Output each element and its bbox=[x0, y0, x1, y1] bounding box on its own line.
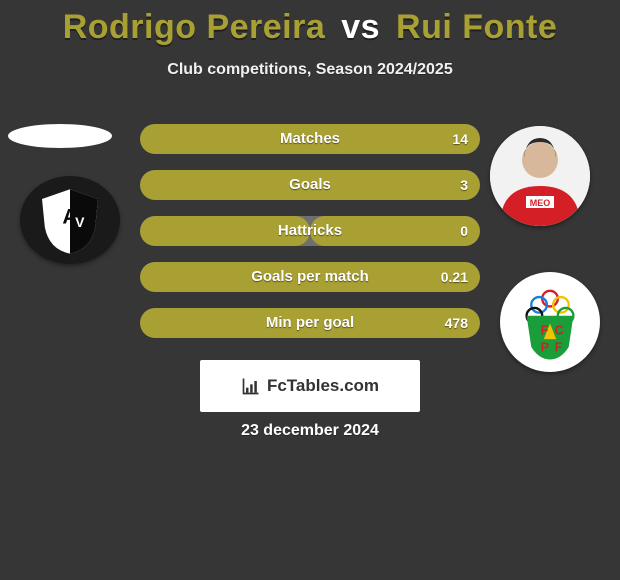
comparison-title: Rodrigo Pereira vs Rui Fonte bbox=[0, 0, 620, 47]
stat-row: Min per goal478 bbox=[140, 308, 480, 338]
date-label: 23 december 2024 bbox=[0, 422, 620, 440]
svg-text:V: V bbox=[75, 214, 85, 230]
stat-value-right: 14 bbox=[452, 124, 468, 154]
stat-value-right: 478 bbox=[445, 308, 468, 338]
player1-name: Rodrigo Pereira bbox=[63, 8, 326, 46]
branding-text: FcTables.com bbox=[267, 376, 379, 396]
shield-icon: A V bbox=[35, 185, 105, 255]
club-crest-icon: F C P F bbox=[511, 283, 589, 361]
svg-text:F: F bbox=[555, 341, 563, 355]
player1-logo-placeholder bbox=[8, 124, 112, 148]
svg-text:P: P bbox=[541, 341, 549, 355]
stat-value-right: 0 bbox=[460, 216, 468, 246]
player1-club-badge: A V bbox=[20, 176, 120, 264]
player2-name: Rui Fonte bbox=[396, 8, 557, 46]
stats-panel: Matches14 Goals3 Hattricks0 Goals per match… bbox=[140, 124, 480, 354]
player2-photo: MEO bbox=[490, 126, 590, 226]
branding-badge: FcTables.com bbox=[200, 360, 420, 412]
person-icon: MEO bbox=[490, 126, 590, 226]
stat-label: Goals bbox=[140, 170, 480, 200]
stat-label: Min per goal bbox=[140, 308, 480, 338]
vs-separator: vs bbox=[341, 8, 380, 46]
stat-value-right: 0.21 bbox=[441, 262, 468, 292]
stat-value-right: 3 bbox=[460, 170, 468, 200]
stat-label: Matches bbox=[140, 124, 480, 154]
svg-text:F: F bbox=[541, 323, 549, 337]
stat-label: Goals per match bbox=[140, 262, 480, 292]
stat-row: Hattricks0 bbox=[140, 216, 480, 246]
svg-text:MEO: MEO bbox=[530, 198, 551, 208]
bar-chart-icon bbox=[241, 376, 261, 396]
player2-club-badge: F C P F bbox=[500, 272, 600, 372]
svg-text:C: C bbox=[555, 323, 564, 337]
stat-row: Goals per match0.21 bbox=[140, 262, 480, 292]
stat-row: Matches14 bbox=[140, 124, 480, 154]
subtitle: Club competitions, Season 2024/2025 bbox=[0, 61, 620, 79]
stat-row: Goals3 bbox=[140, 170, 480, 200]
stat-label: Hattricks bbox=[140, 216, 480, 246]
